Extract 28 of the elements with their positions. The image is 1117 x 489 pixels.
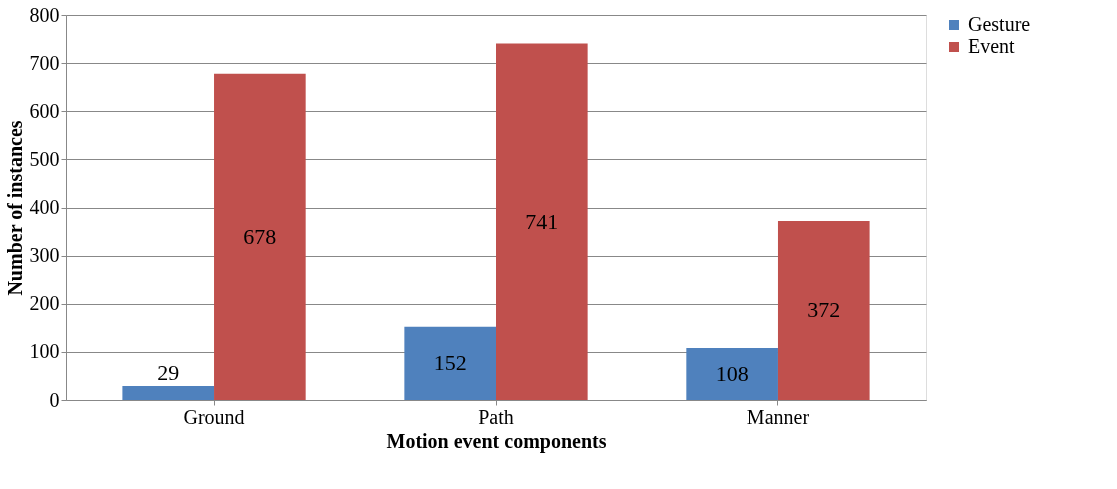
legend-label: Event bbox=[968, 35, 1016, 57]
bar bbox=[122, 386, 215, 400]
y-axis-title: Number of instances bbox=[3, 120, 26, 296]
bar bbox=[404, 326, 496, 400]
y-tick-label: 200 bbox=[29, 292, 60, 315]
data-label: 372 bbox=[807, 297, 841, 323]
data-label: 741 bbox=[525, 208, 559, 234]
y-tick-label: 0 bbox=[49, 388, 60, 411]
x-tick-label: Manner bbox=[746, 405, 810, 428]
bar bbox=[777, 220, 870, 400]
y-tick-label: 500 bbox=[29, 147, 60, 170]
legend-label: Gesture bbox=[968, 13, 1031, 35]
y-tick-label: 100 bbox=[29, 340, 60, 363]
y-tick-label: 300 bbox=[29, 244, 60, 267]
bar bbox=[496, 43, 588, 400]
x-tick-label: Path bbox=[478, 405, 514, 428]
x-tick-label: Ground bbox=[183, 405, 245, 428]
data-label: 678 bbox=[243, 223, 277, 249]
x-axis-title: Motion event components bbox=[386, 429, 607, 453]
data-label: 152 bbox=[433, 350, 467, 376]
y-tick-label: 700 bbox=[29, 51, 60, 74]
y-tick-label: 600 bbox=[29, 99, 60, 122]
y-tick-label: 800 bbox=[29, 3, 60, 26]
data-label: 29 bbox=[157, 359, 180, 385]
y-tick-label: 400 bbox=[29, 196, 60, 218]
bar bbox=[214, 73, 306, 400]
data-label: 108 bbox=[715, 361, 749, 387]
bar bbox=[686, 348, 778, 400]
